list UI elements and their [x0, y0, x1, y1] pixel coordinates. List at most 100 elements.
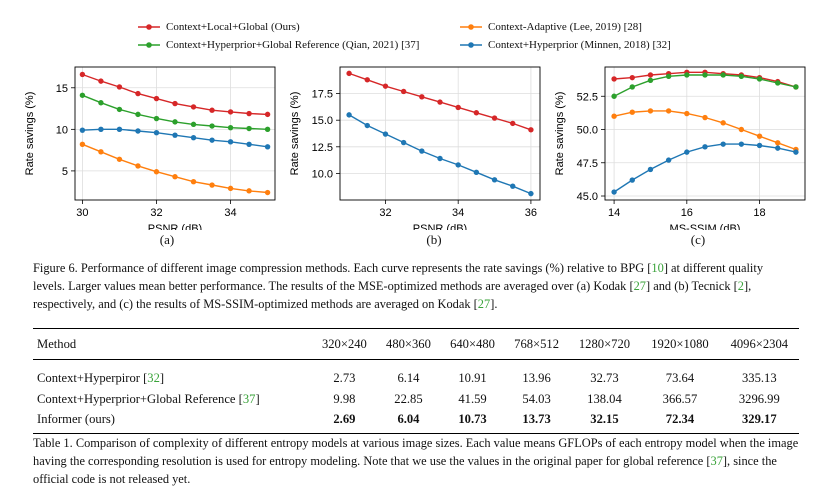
caption-text: Figure 6. Performance of different image… — [33, 261, 652, 275]
data-point — [153, 129, 160, 136]
method-name-end: ] — [255, 391, 260, 406]
x-tick-label: 16 — [681, 207, 693, 219]
citation-link[interactable]: 32 — [147, 370, 160, 385]
data-point — [702, 114, 708, 121]
legend-item-ours: Context+Local+Global (Ours) — [138, 18, 300, 36]
data-point — [647, 108, 654, 114]
data-point — [264, 189, 271, 196]
data-point — [684, 149, 690, 155]
caption-text: Table 1. Comparison of complexity of dif… — [33, 436, 799, 468]
gflops-cell: 138.04 — [587, 391, 622, 406]
data-point — [79, 71, 86, 78]
table-caption: Table 1. Comparison of complexity of dif… — [33, 434, 799, 488]
data-point — [346, 112, 352, 118]
x-tick-label: 14 — [608, 207, 620, 219]
method-cell: Context+Hyperprior+Global Reference [37] — [33, 389, 312, 409]
data-point — [510, 183, 516, 189]
data-point — [455, 162, 461, 168]
legend-label-minnen: Context+Hyperprior (Minnen, 2018) [32] — [488, 39, 671, 51]
data-point — [647, 77, 654, 83]
data-point — [364, 77, 370, 83]
gflops-cell: 10.73 — [458, 411, 487, 426]
data-point — [528, 190, 534, 197]
citation-link[interactable]: 27 — [477, 297, 491, 311]
plot-frame — [74, 66, 276, 201]
citation-link[interactable]: 2 — [737, 279, 744, 293]
legend-swatch-lee — [460, 24, 482, 30]
data-point — [775, 140, 781, 146]
table-row: Context+Hyperprior+Global Reference [37]… — [33, 389, 799, 409]
data-point — [629, 109, 635, 115]
header-method: Method — [37, 336, 77, 351]
data-point — [629, 177, 635, 183]
data-point — [190, 179, 197, 185]
citation-link[interactable]: 37 — [710, 454, 723, 468]
data-point — [364, 122, 370, 129]
figure-legend: Context+Local+Global (Ours) Context-Adap… — [0, 0, 826, 60]
gflops-cell: 6.04 — [397, 411, 420, 426]
data-point — [775, 80, 781, 86]
header-res-320x240: 320×240 — [321, 336, 367, 351]
citation-link[interactable]: 10 — [651, 261, 664, 275]
data-point — [227, 139, 234, 145]
data-point — [647, 166, 654, 173]
data-point — [135, 111, 141, 118]
data-point — [227, 185, 234, 192]
data-point — [190, 134, 197, 141]
method-name-end: ] — [159, 370, 165, 385]
data-point — [246, 125, 252, 132]
plot-frame — [339, 66, 541, 201]
data-point — [629, 74, 635, 81]
header-res-1920x1080: 1920×1080 — [651, 336, 709, 351]
x-tick-label: 18 — [753, 207, 765, 219]
data-point — [528, 127, 534, 133]
data-point — [98, 100, 104, 106]
data-point — [153, 169, 160, 175]
citation-link[interactable]: 27 — [633, 279, 646, 293]
method-cell: Informer (ours) — [33, 409, 312, 434]
x-tick-label: 32 — [379, 207, 391, 219]
y-tick-label: 17.5 — [312, 89, 333, 101]
data-point — [720, 120, 726, 126]
data-point — [611, 93, 617, 99]
y-tick-label: 45.0 — [577, 191, 598, 203]
data-point — [400, 88, 407, 95]
gflops-cell: 32.73 — [590, 370, 619, 385]
complexity-table: Method 320×240 480×360 640×480 768×512 1… — [33, 328, 799, 434]
data-point — [135, 90, 141, 97]
panel-label-b: (b) — [426, 232, 442, 247]
data-point — [793, 84, 799, 90]
data-point — [510, 120, 516, 127]
x-tick-label: 34 — [224, 207, 236, 219]
data-point — [227, 124, 234, 131]
panel-label-a: (a) — [159, 232, 175, 247]
data-point — [647, 72, 654, 78]
data-point — [172, 119, 178, 125]
table-row: Context+Hyperpiror [32] 2.73 6.14 10.91 … — [33, 360, 799, 390]
gflops-cell: 54.03 — [522, 391, 551, 406]
data-point — [246, 188, 252, 194]
gflops-cell: 41.59 — [458, 391, 487, 406]
legend-swatch-ours — [138, 24, 160, 30]
data-point — [79, 127, 86, 133]
data-point — [684, 72, 690, 78]
data-point — [98, 149, 104, 155]
legend-label-lee: Context-Adaptive (Lee, 2019) [28] — [488, 21, 642, 33]
data-point — [629, 84, 635, 90]
gflops-cell: 9.98 — [333, 391, 356, 406]
x-tick-label: 34 — [452, 207, 464, 219]
data-point — [738, 73, 745, 80]
gflops-cell: 329.17 — [741, 411, 777, 426]
chart-a: 30 32 34 5 10 15 PSNR (dB) Rate savings (%) — [24, 66, 276, 230]
citation-link[interactable]: 37 — [242, 391, 256, 406]
chart-b: 32 34 36 10.0 12.5 15.0 17.5 PSNR (dB) Rate savi… — [289, 66, 541, 230]
data-point — [116, 106, 123, 113]
data-point — [172, 132, 178, 138]
header-res-4096x2304: 4096×2304 — [730, 336, 789, 351]
legend-label-qian: Context+Hyperprior+Global Reference (Qia… — [166, 39, 420, 51]
method-name: Context+Hyperprior+Global Reference [ — [37, 391, 243, 406]
data-point — [665, 73, 672, 80]
data-point — [116, 84, 123, 90]
y-tick-label: 10 — [56, 124, 68, 136]
data-point — [720, 72, 726, 78]
